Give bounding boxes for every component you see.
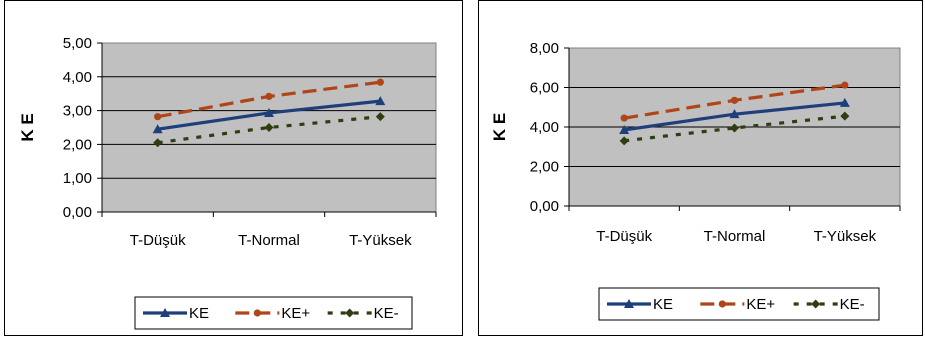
y-tick-label: 3,00 [63,103,92,120]
y-tick-label: 5,00 [63,35,92,52]
data-point [375,112,385,122]
data-point [265,92,273,101]
x-tick-label: T-Normal [238,232,300,249]
chart-left-svg: 0,00 1,00 2,00 3,00 4,00 5,00 T-Düşük T-Normal T… [18,35,437,330]
data-point [729,109,740,119]
legend-swatch-marker [253,309,261,317]
y-tick-label: 6,00 [530,80,559,97]
legend-label: KE- [840,296,865,313]
x-tick-label: T-Düşük [130,232,186,249]
legend-swatch-marker [345,308,355,318]
x-tick-label: T-Yüksek [349,232,412,249]
legend-swatch-marker [624,299,634,308]
y-axis-title: K E [18,113,37,141]
chart-right-svg: 0,00 2,00 4,00 6,00 8,00 T-Düşük T-Normal T-Yük… [490,40,901,321]
legend-label: KE+ [281,305,310,322]
y-tick-label: 1,00 [63,170,92,187]
y-tick-label: 0,00 [63,204,92,221]
data-point [619,124,630,134]
data-point [730,123,739,133]
legend-swatch-marker [718,300,726,308]
y-tick-label: 4,00 [530,119,559,136]
y-tick-label: 8,00 [530,40,559,57]
y-tick-label: 0,00 [530,198,559,215]
data-point [619,136,629,146]
data-point [730,96,739,104]
data-point [153,138,163,148]
y-tick-label: 2,00 [530,159,559,176]
series-line-KE- [157,115,381,145]
data-point [620,114,628,122]
legend-label: KE+ [746,296,775,313]
legend-label: KE- [374,305,399,322]
data-point [839,97,850,107]
data-point [840,111,850,121]
y-axis-title: K E [490,113,509,141]
y-tick-label: 4,00 [63,69,92,86]
legend-swatch-marker [160,308,170,317]
legend-swatch-marker [811,299,821,309]
legend-label: KE [653,296,673,313]
x-tick-label: T-Yüksek [814,228,877,245]
data-point [264,123,274,132]
data-point [154,113,162,121]
data-point [375,96,386,106]
data-point [841,81,849,89]
data-point [264,107,274,117]
data-point [152,124,163,134]
x-tick-label: T-Normal [704,228,766,245]
legend-label: KE [189,305,209,322]
data-point [376,78,384,86]
x-tick-label: T-Düşük [596,228,652,245]
series-line-KE- [623,114,846,143]
chart-right: 0,00 2,00 4,00 6,00 8,00 T-Düşük T-Normal T-Yük… [478,0,923,336]
y-tick-label: 2,00 [63,136,92,153]
chart-left: 0,00 1,00 2,00 3,00 4,00 5,00 T-Düşük T-Normal T… [4,0,463,336]
